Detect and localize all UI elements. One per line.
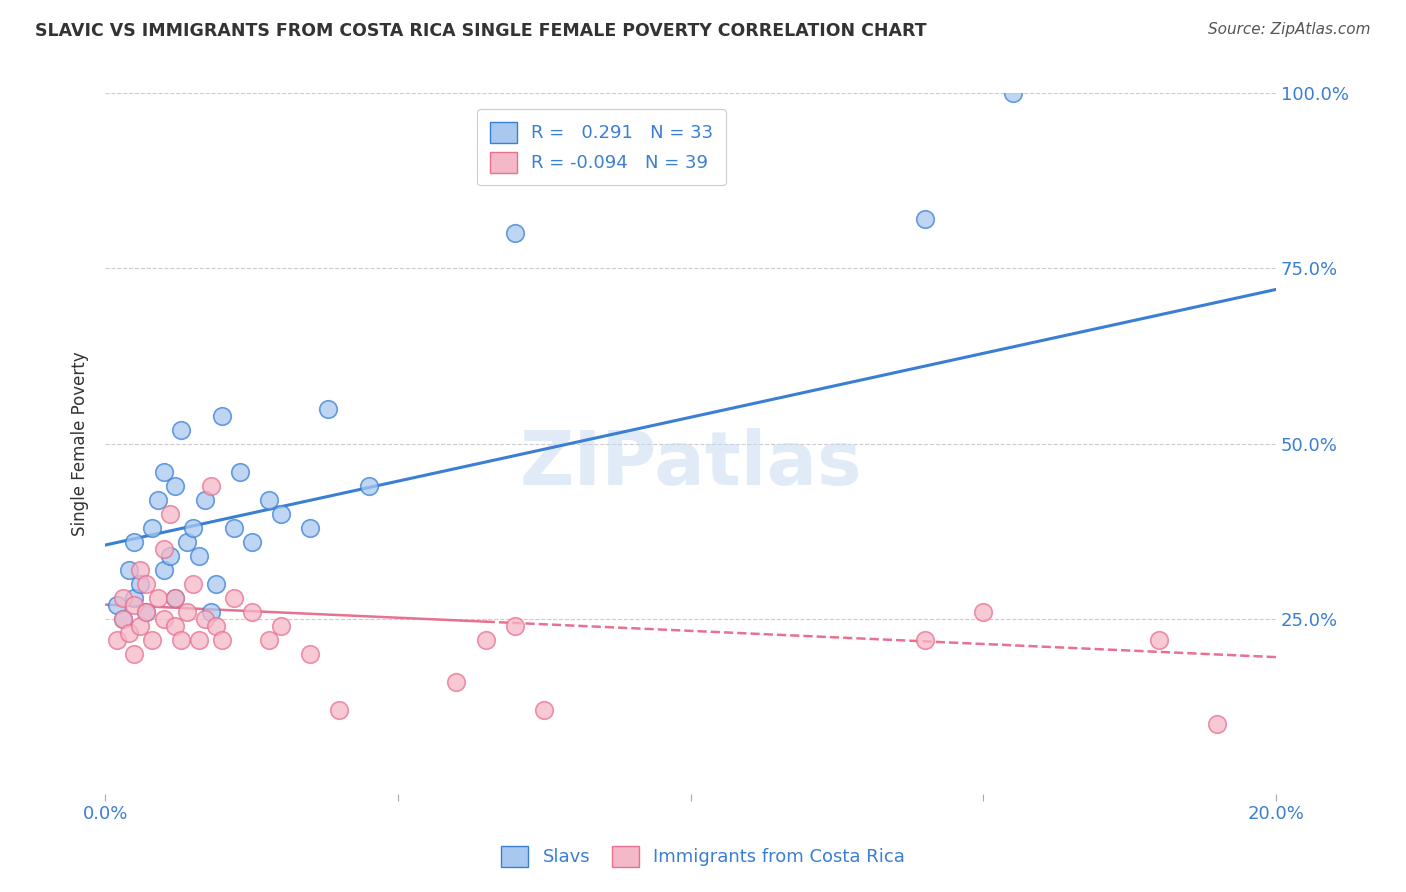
Y-axis label: Single Female Poverty: Single Female Poverty — [72, 351, 89, 536]
Point — [1001, 87, 1024, 101]
Point — [170, 632, 193, 647]
Point — [222, 520, 245, 534]
Point — [111, 611, 134, 625]
Point — [141, 520, 163, 534]
Point — [165, 591, 187, 605]
Point — [270, 618, 292, 632]
Point — [105, 632, 128, 647]
Point — [1206, 716, 1229, 731]
Point — [503, 227, 526, 241]
Point — [152, 611, 174, 625]
Point — [299, 520, 322, 534]
Point — [124, 591, 146, 605]
Point — [240, 534, 263, 549]
Text: Source: ZipAtlas.com: Source: ZipAtlas.com — [1208, 22, 1371, 37]
Point — [129, 563, 152, 577]
Point — [299, 647, 322, 661]
Point — [474, 632, 496, 647]
Point — [146, 492, 169, 507]
Point — [111, 611, 134, 625]
Point — [181, 520, 204, 534]
Point — [240, 605, 263, 619]
Point — [972, 605, 994, 619]
Point — [117, 625, 139, 640]
Point — [211, 632, 233, 647]
Point — [124, 598, 146, 612]
Point — [503, 618, 526, 632]
Point — [135, 576, 157, 591]
Point — [165, 618, 187, 632]
Point — [257, 632, 280, 647]
Legend: Slavs, Immigrants from Costa Rica: Slavs, Immigrants from Costa Rica — [494, 838, 912, 874]
Point — [257, 492, 280, 507]
Point — [152, 541, 174, 556]
Point — [914, 632, 936, 647]
Point — [124, 647, 146, 661]
Text: SLAVIC VS IMMIGRANTS FROM COSTA RICA SINGLE FEMALE POVERTY CORRELATION CHART: SLAVIC VS IMMIGRANTS FROM COSTA RICA SIN… — [35, 22, 927, 40]
Point — [152, 563, 174, 577]
Point — [135, 605, 157, 619]
Point — [914, 212, 936, 227]
Text: ZIPatlas: ZIPatlas — [519, 428, 862, 501]
Point — [270, 507, 292, 521]
Point — [328, 703, 350, 717]
Point — [176, 534, 198, 549]
Point — [111, 591, 134, 605]
Point — [159, 507, 181, 521]
Point — [181, 576, 204, 591]
Point — [187, 549, 209, 563]
Point — [205, 576, 228, 591]
Point — [222, 591, 245, 605]
Point — [129, 618, 152, 632]
Point — [316, 401, 339, 416]
Point — [200, 478, 222, 492]
Point — [200, 605, 222, 619]
Point — [170, 423, 193, 437]
Point — [176, 605, 198, 619]
Point — [129, 576, 152, 591]
Point — [357, 478, 380, 492]
Point — [124, 534, 146, 549]
Point — [141, 632, 163, 647]
Point — [152, 465, 174, 479]
Point — [205, 618, 228, 632]
Point — [187, 632, 209, 647]
Point — [146, 591, 169, 605]
Point — [194, 492, 217, 507]
Point — [533, 703, 555, 717]
Point — [446, 674, 468, 689]
Point — [105, 598, 128, 612]
Point — [117, 563, 139, 577]
Point — [211, 409, 233, 423]
Point — [159, 549, 181, 563]
Point — [229, 465, 252, 479]
Point — [165, 478, 187, 492]
Point — [135, 605, 157, 619]
Point — [1147, 632, 1170, 647]
Point — [165, 591, 187, 605]
Legend: R =   0.291   N = 33, R = -0.094   N = 39: R = 0.291 N = 33, R = -0.094 N = 39 — [477, 110, 725, 186]
Point — [194, 611, 217, 625]
